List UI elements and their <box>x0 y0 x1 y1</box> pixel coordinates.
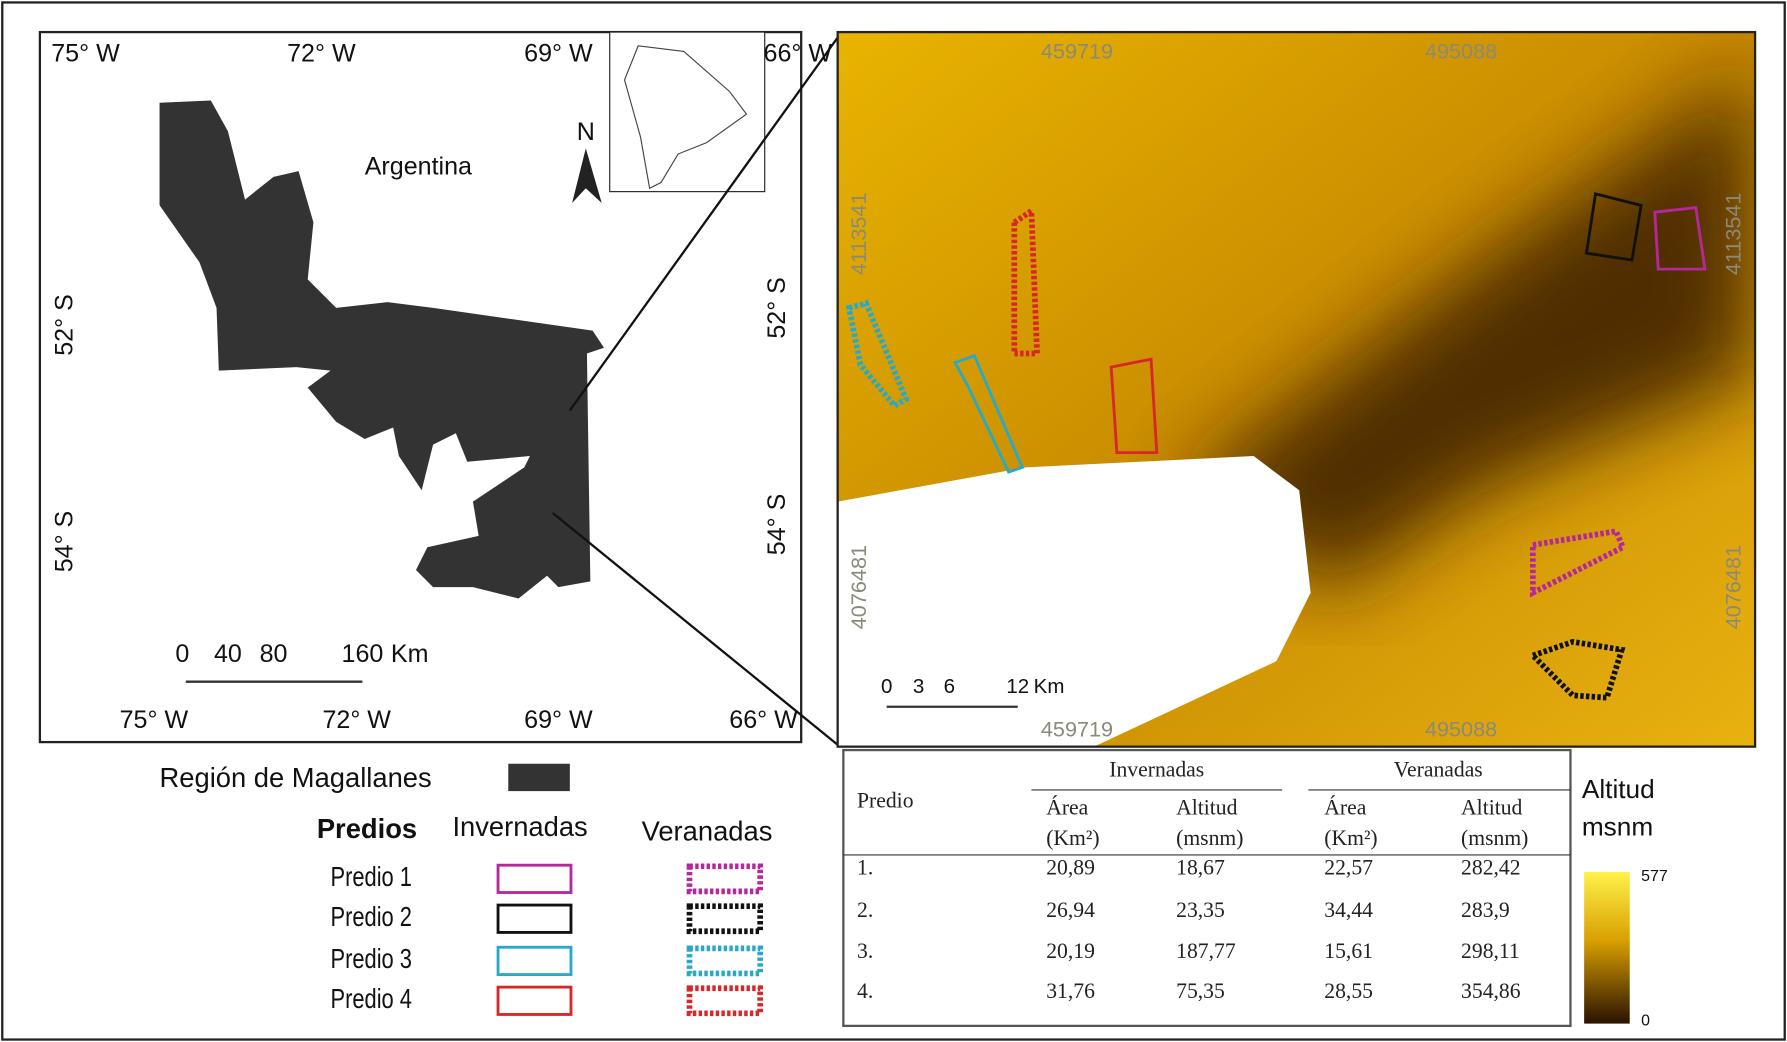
veranadas-title: Veranadas <box>642 815 773 846</box>
table-cell: 282,42 <box>1461 856 1521 880</box>
table-cell: 20,89 <box>1046 856 1095 880</box>
table-cell: 34,44 <box>1324 898 1373 922</box>
table-subheader: (msnm) <box>1176 826 1243 850</box>
region-label: Región de Magallanes <box>160 762 432 793</box>
dem-map <box>838 32 1755 747</box>
table-cell: 2. <box>857 898 873 922</box>
scale-label: 6 <box>944 675 955 698</box>
bottom-label: 66° W <box>729 706 798 734</box>
scale-label: 3 <box>913 675 924 698</box>
table-group: Veranadas <box>1394 758 1483 782</box>
bottom-label: 72° W <box>322 706 391 734</box>
top-label: 495088 <box>1425 38 1497 63</box>
table-cell: 1. <box>857 856 873 880</box>
legend-label: Predio 3 <box>331 945 412 975</box>
table-cell: 15,61 <box>1324 939 1373 963</box>
colorbar <box>1584 872 1630 1024</box>
table-subheader: Área <box>1324 795 1366 819</box>
invernada-swatch <box>498 947 571 974</box>
scale-label: 160 <box>342 640 384 668</box>
right-label: 4076481 <box>1720 545 1745 629</box>
table-cell: 18,67 <box>1176 856 1225 880</box>
table-subheader: Altitud <box>1176 795 1237 819</box>
legend-label: Predio 4 <box>331 985 413 1015</box>
left-label: 54° S <box>51 511 79 573</box>
top-label: 72° W <box>287 40 356 68</box>
table-subheader: Altitud <box>1461 795 1522 819</box>
country-label: Argentina <box>365 152 472 180</box>
table-cell: 75,35 <box>1176 979 1225 1003</box>
right-label: 54° S <box>763 494 791 556</box>
top-label: 66° W <box>764 40 833 68</box>
table-subheader: (msnm) <box>1461 826 1528 850</box>
right-label: 52° S <box>763 277 791 339</box>
scale-unit: Km <box>391 640 429 668</box>
figure: N Argentina 75° W 72° W 69° W 66° W 75° … <box>0 0 1787 1042</box>
top-label: 69° W <box>524 40 593 68</box>
page: N Argentina 75° W 72° W 69° W 66° W 75° … <box>0 0 1787 1042</box>
colorbar-min: 0 <box>1641 1013 1650 1030</box>
table-cell: 22,57 <box>1324 856 1373 880</box>
scale-label: 40 <box>214 640 242 668</box>
table-cell: 4. <box>857 979 873 1003</box>
invernadas-title: Invernadas <box>452 811 587 842</box>
table-cell: 28,55 <box>1324 979 1373 1003</box>
table-cell: 354,86 <box>1461 979 1521 1003</box>
colorbar-title: msnm <box>1582 812 1653 842</box>
table-cell: 283,9 <box>1461 898 1510 922</box>
north-label: N <box>577 118 595 146</box>
table-subheader: (Km²) <box>1046 826 1099 850</box>
table-cell: 187,77 <box>1176 939 1236 963</box>
top-label: 459719 <box>1041 38 1113 63</box>
invernada-swatch <box>498 865 571 892</box>
bottom-label: 495088 <box>1425 716 1497 741</box>
veranada-swatch <box>689 906 760 931</box>
bottom-label: 459719 <box>1041 716 1113 741</box>
bottom-label: 75° W <box>120 706 189 734</box>
legend-label: Predio 1 <box>331 863 412 893</box>
top-label: 75° W <box>51 40 120 68</box>
table-cell: 3. <box>857 939 873 963</box>
scale-label: 80 <box>260 640 288 668</box>
veranada-swatch <box>689 948 760 973</box>
table-cell: 31,76 <box>1046 979 1095 1003</box>
legend-label: Predio 2 <box>331 903 412 933</box>
table-cell: 23,35 <box>1176 898 1225 922</box>
colorbar-title: Altitud <box>1582 774 1655 804</box>
predios-title: Predios <box>317 813 417 844</box>
invernada-swatch <box>498 987 571 1014</box>
scale-label: 0 <box>881 675 892 698</box>
scale-unit: Km <box>1034 675 1065 698</box>
table-group: Invernadas <box>1109 758 1204 782</box>
colorbar-max: 577 <box>1641 868 1668 885</box>
veranada-swatch <box>689 866 760 891</box>
bottom-label: 69° W <box>524 706 593 734</box>
table-cell: 26,94 <box>1046 898 1095 922</box>
table-cell: 298,11 <box>1461 939 1520 963</box>
table-cell: 20,19 <box>1046 939 1095 963</box>
scale-label: 12 <box>1006 675 1029 698</box>
table-subheader: Área <box>1046 795 1088 819</box>
table-header: Predio <box>857 788 914 812</box>
invernada-swatch <box>498 905 571 932</box>
left-label: 4076481 <box>846 545 871 629</box>
table-subheader: (Km²) <box>1324 826 1377 850</box>
right-label: 4113541 <box>1720 192 1745 275</box>
veranada-swatch <box>689 988 760 1013</box>
left-label: 4113541 <box>846 192 871 275</box>
scale-label: 0 <box>175 640 189 668</box>
left-label: 52° S <box>51 294 79 356</box>
region-swatch <box>508 764 570 791</box>
